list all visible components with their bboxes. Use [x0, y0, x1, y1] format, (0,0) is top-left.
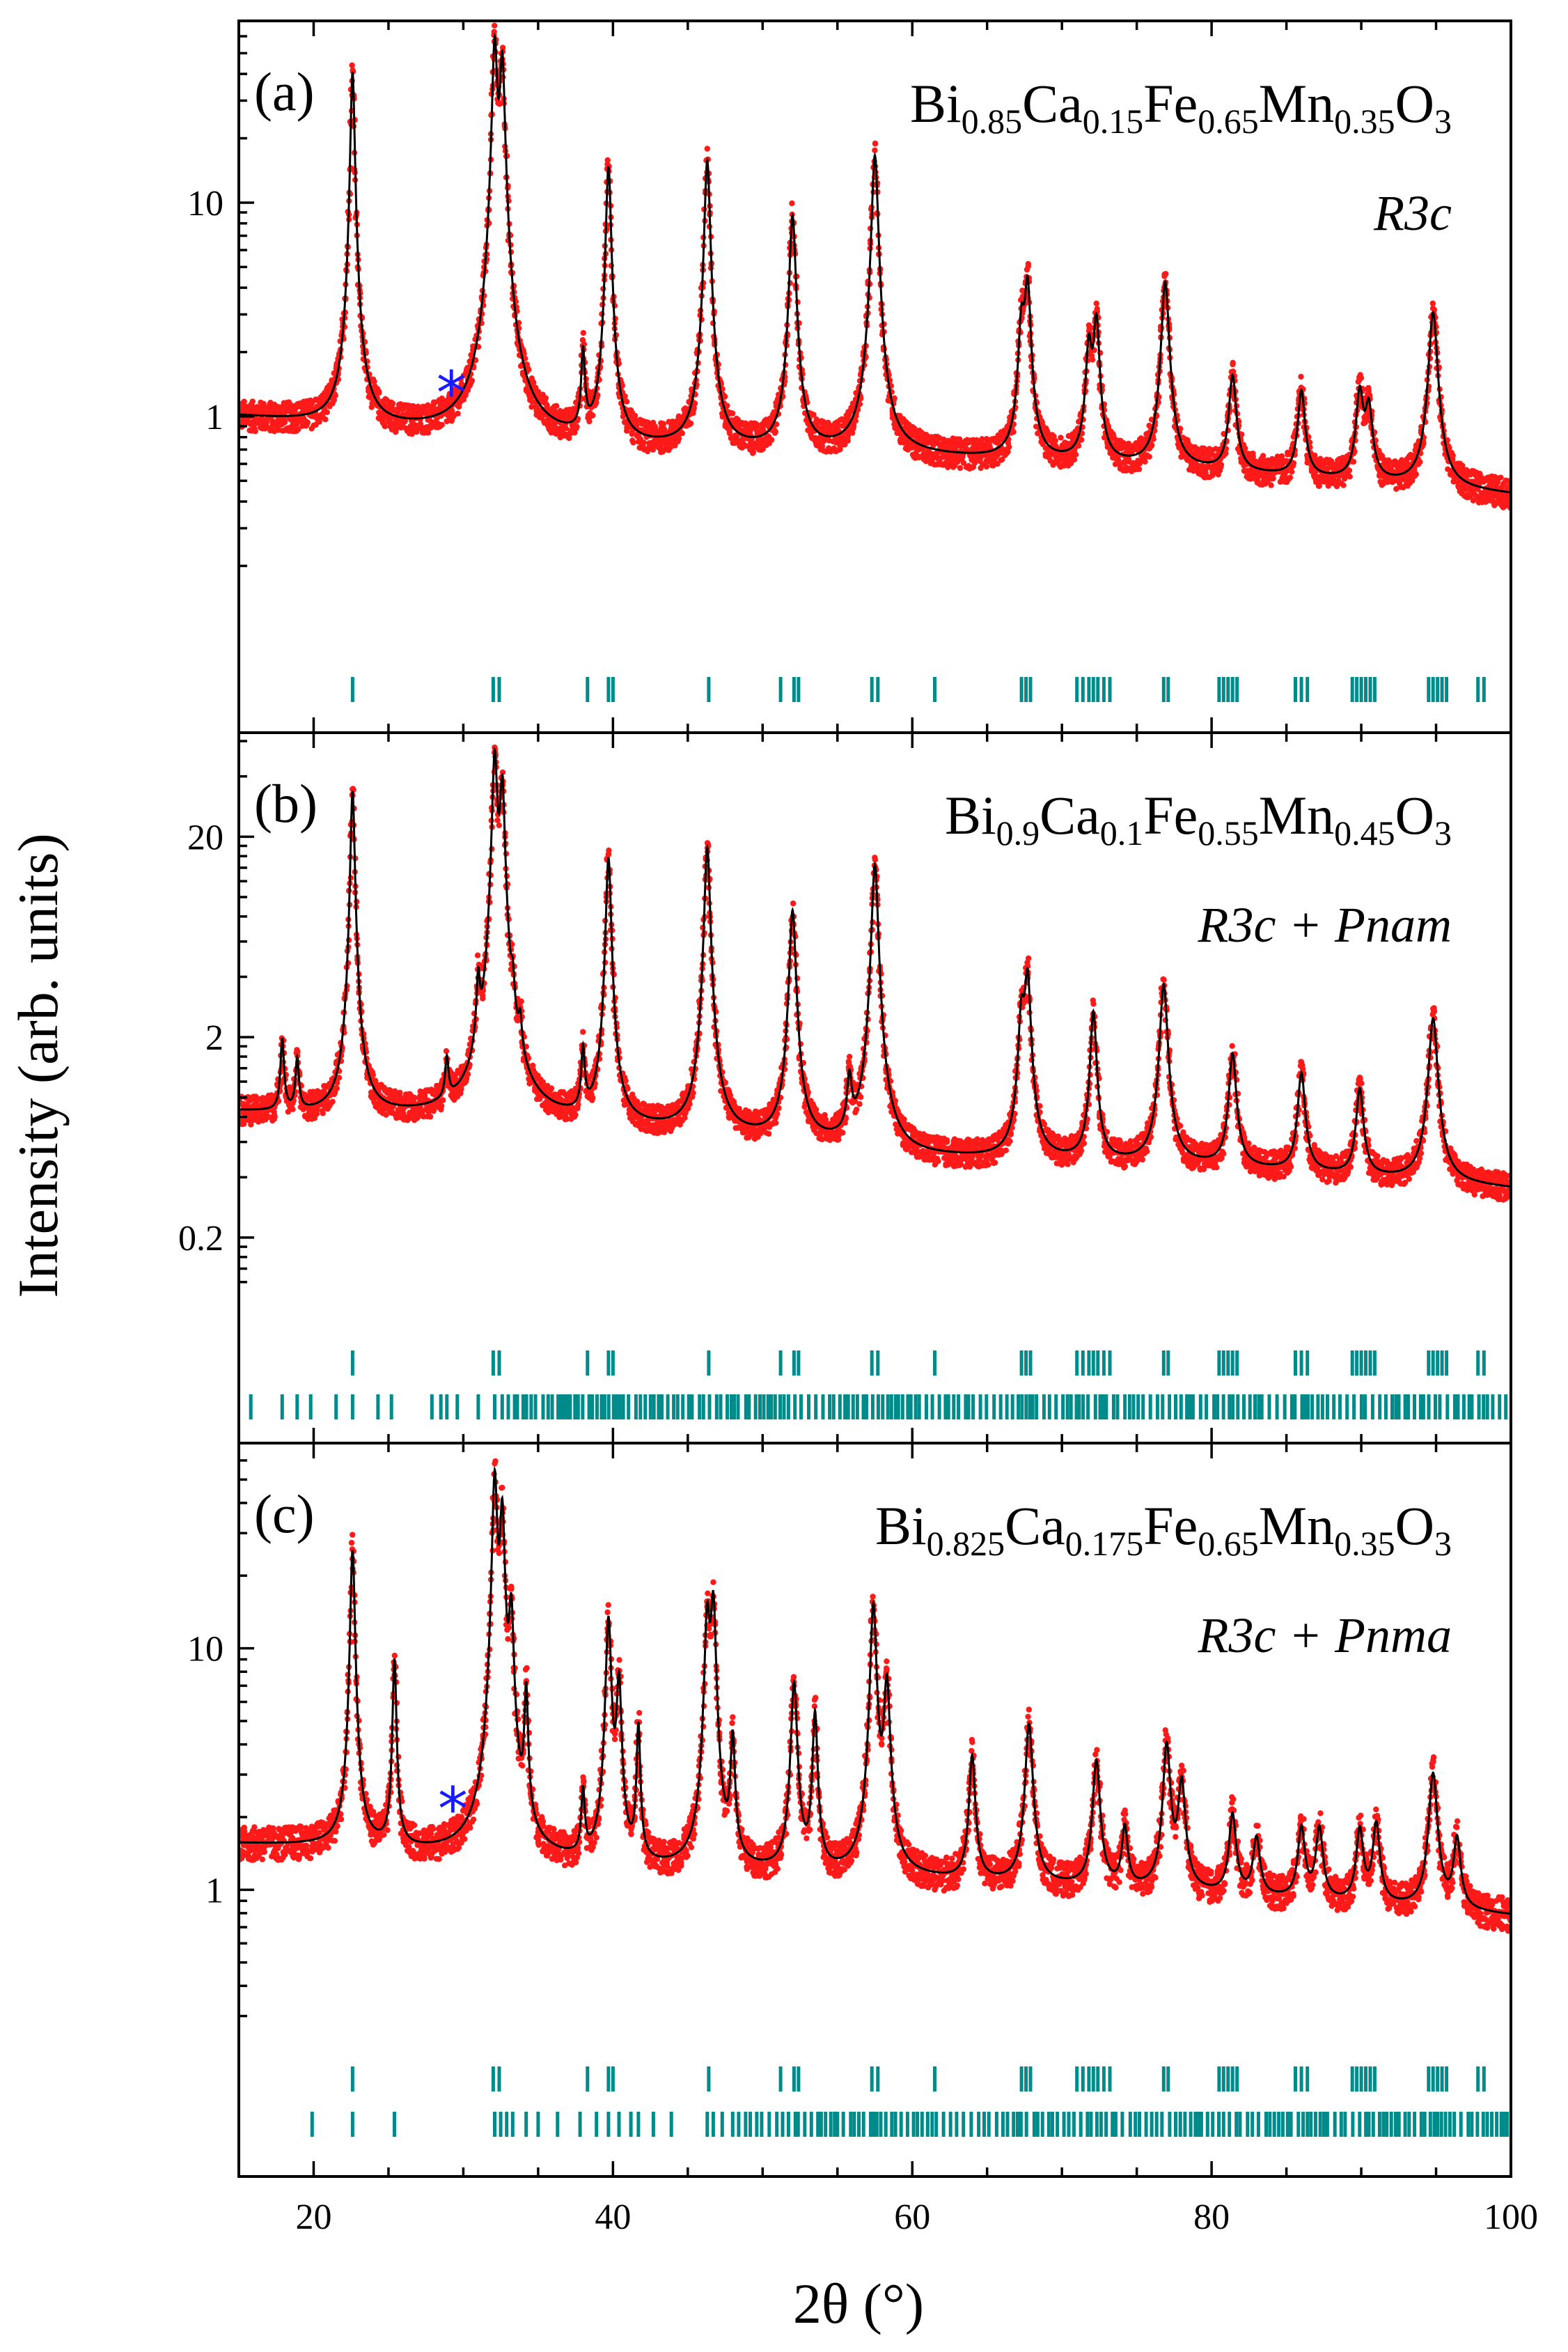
panel-1: 0.2 2 20 (b) Bi0.9Ca0.1Fe0.55Mn0.45O3 R3c + P…	[178, 731, 1512, 1444]
panel-label-0: (a)	[254, 61, 315, 122]
bragg-row-pnma-2	[310, 2112, 1510, 2137]
x-tick-label: 20	[295, 2197, 331, 2237]
y-tick-label-1: 0.2	[178, 1219, 224, 1259]
impurity-asterisk-2: *	[438, 1775, 468, 1844]
y-tick-label-1: 2	[205, 1018, 224, 1058]
calculated-curve-2	[239, 1465, 1511, 1915]
x-tick-label: 100	[1484, 2197, 1538, 2237]
panel-2: * 1 10 (c) Bi0.825Ca0.175Fe0.65Mn0.35O3 R3c +…	[187, 1442, 1512, 2178]
y-axis-label: Intensity (arb. units)	[6, 833, 70, 1298]
phase-label-2: R3c + Pnma	[1198, 1607, 1452, 1663]
y-tick-label-1: 20	[187, 818, 224, 857]
formula-2: Bi0.825Ca0.175Fe0.65Mn0.35O3	[875, 1495, 1452, 1563]
formula-1: Bi0.9Ca0.1Fe0.55Mn0.45O3	[945, 785, 1452, 852]
phase-label-0: R3c	[1373, 185, 1452, 241]
panel-label-1: (b)	[254, 773, 317, 834]
y-tick-label-2: 1	[205, 1871, 224, 1910]
x-tick-label: 40	[595, 2197, 631, 2237]
formula-0: Bi0.85Ca0.15Fe0.65Mn0.35O3	[910, 73, 1452, 141]
y-tick-label-0: 10	[187, 184, 224, 224]
bragg-row-pnam-1	[249, 1394, 1508, 1419]
x-tick-label: 60	[894, 2197, 930, 2237]
y-tick-label-0: 1	[205, 398, 224, 437]
y-tick-label-2: 10	[187, 1630, 224, 1669]
bragg-row-r3c-2	[350, 2066, 1486, 2092]
panel-0: * 1 10 (a) Bi0.85Ca0.15Fe0.65Mn0.35O3 R3c	[187, 20, 1512, 734]
phase-label-1: R3c + Pnam	[1198, 897, 1452, 953]
panel-frame-2	[237, 1442, 1512, 2178]
x-tick-labels: 20 40 60 80 100	[295, 2197, 1538, 2237]
x-tick-label: 80	[1193, 2197, 1230, 2237]
x-axis-label: 2θ (°)	[793, 2272, 924, 2335]
panels-group: * 1 10 (a) Bi0.85Ca0.15Fe0.65Mn0.35O3 R3c 0.2 2…	[178, 20, 1512, 2178]
impurity-asterisk-0: *	[437, 359, 467, 428]
bragg-row-r3c-1	[350, 1350, 1486, 1376]
bragg-row-r3c-0	[350, 677, 1486, 702]
calculated-curve-0	[239, 32, 1511, 494]
calculated-curve-1	[239, 746, 1511, 1188]
observed-points-1	[239, 744, 1511, 1203]
panel-label-2: (c)	[254, 1483, 315, 1544]
